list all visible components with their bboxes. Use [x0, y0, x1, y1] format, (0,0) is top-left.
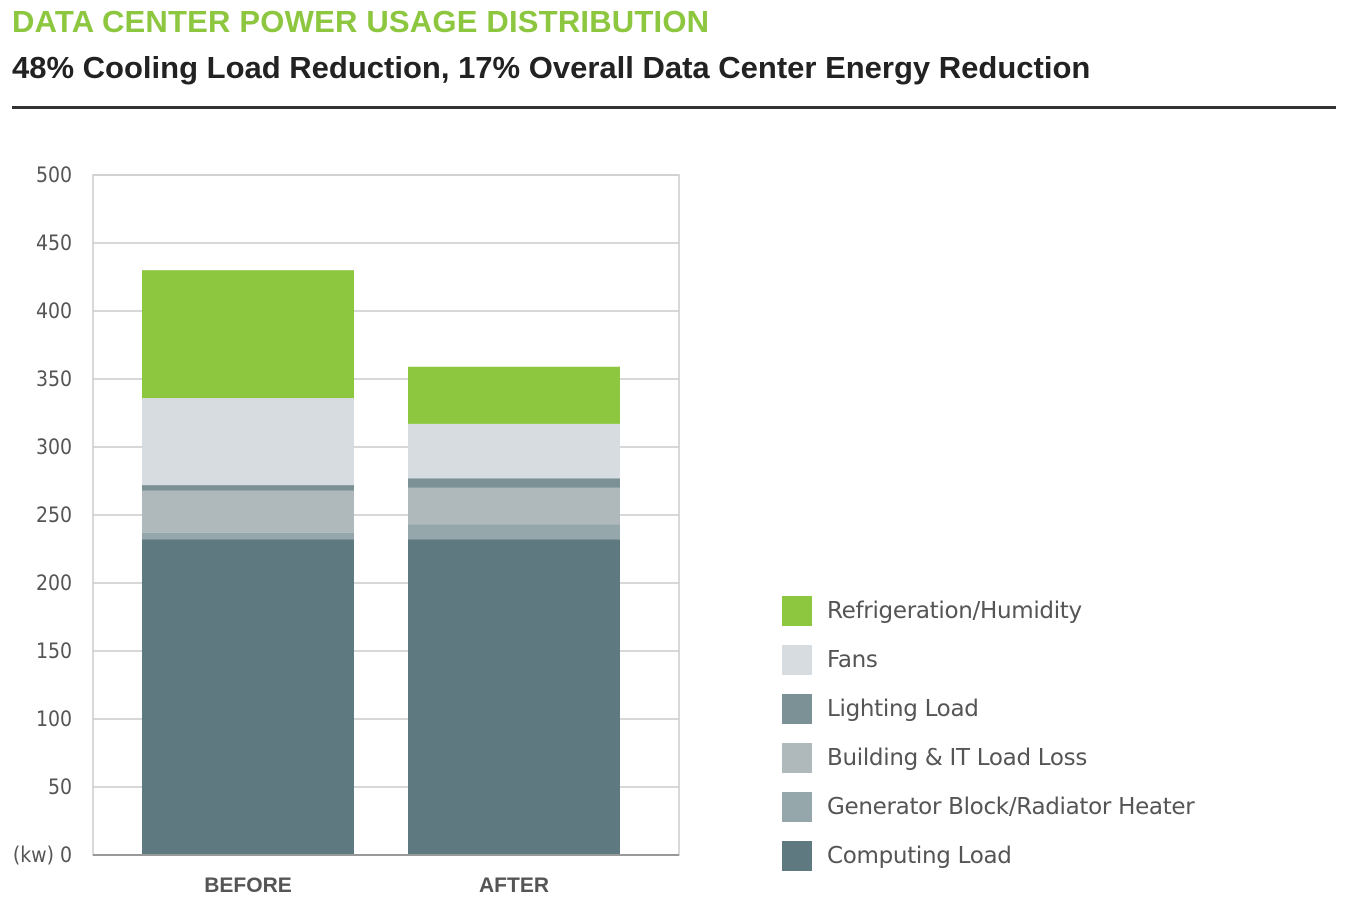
legend-item: Refrigeration/Humidity: [782, 586, 1194, 635]
bar-before-fans: [142, 398, 354, 486]
legend-label: Building & IT Load Loss: [827, 744, 1088, 771]
legend-swatch: [782, 644, 812, 675]
y-tick-label: 450: [36, 231, 72, 255]
bar-before-lighting-load: [142, 485, 354, 491]
header-divider: [12, 106, 1336, 109]
x-category-label: BEFORE: [204, 874, 292, 897]
bar-after-computing-load: [408, 539, 620, 855]
plot-frame: [92, 174, 680, 856]
legend-label: Fans: [827, 646, 878, 673]
legend-swatch: [782, 742, 812, 773]
y-tick-label: 50: [48, 775, 72, 799]
chart-title: DATA CENTER POWER USAGE DISTRIBUTION: [12, 4, 710, 39]
y-tick-label: 350: [36, 367, 72, 391]
legend-item: Computing Load: [782, 831, 1194, 880]
bar-before-generator-block-radiator-heater: [142, 532, 354, 540]
y-tick-label: 400: [36, 299, 72, 323]
legend-swatch: [782, 595, 812, 626]
y-tick-label: 150: [36, 639, 72, 663]
bar-after-building-it-load-loss: [408, 487, 620, 525]
legend-label: Lighting Load: [827, 695, 979, 722]
bar-after-fans: [408, 423, 620, 479]
y-tick-label: 300: [36, 435, 72, 459]
x-category-label: AFTER: [479, 874, 549, 897]
legend-item: Fans: [782, 635, 1194, 684]
bar-after-generator-block-radiator-heater: [408, 524, 620, 540]
x-axis-categories: BEFORE AFTER: [204, 874, 549, 897]
bars: [142, 270, 620, 855]
y-tick-label: (kw) 0: [13, 843, 72, 867]
legend-label: Refrigeration/Humidity: [827, 597, 1082, 624]
legend-label: Generator Block/Radiator Heater: [827, 793, 1195, 820]
legend-item: Generator Block/Radiator Heater: [782, 782, 1195, 831]
y-axis-ticks: (kw) 0 50 100 150 200 250 300 350 400 450 500: [13, 163, 72, 867]
legend-item: Lighting Load: [782, 684, 1194, 733]
y-tick-label: 100: [36, 707, 72, 731]
legend: Refrigeration/Humidity Fans Lighting Loa…: [782, 586, 1195, 880]
bar-after-refrigeration-humidity: [408, 366, 620, 424]
bar-before-building-it-load-loss: [142, 490, 354, 533]
bar-before-refrigeration-humidity: [142, 270, 354, 399]
bar-before-computing-load: [142, 539, 354, 855]
legend-label: Computing Load: [827, 842, 1012, 869]
legend-swatch: [782, 693, 812, 724]
legend-item: Building & IT Load Loss: [782, 733, 1194, 782]
chart-subtitle: 48% Cooling Load Reduction, 17% Overall …: [12, 50, 1091, 85]
y-tick-label: 200: [36, 571, 72, 595]
legend-swatch: [782, 791, 812, 822]
legend-swatch: [782, 840, 812, 871]
bar-after-lighting-load: [408, 478, 620, 488]
y-tick-label: 250: [36, 503, 72, 527]
y-tick-label: 500: [36, 163, 72, 187]
